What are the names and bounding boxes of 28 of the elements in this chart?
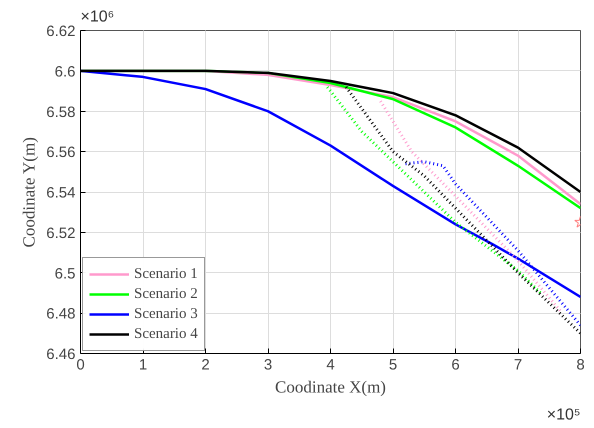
- legend-label: Scenario 1: [134, 265, 198, 283]
- y-axis-title: Coodinate Y(m): [19, 137, 38, 248]
- y-tick-label: 6.48: [46, 306, 76, 323]
- legend-label: Scenario 2: [134, 285, 198, 303]
- x-tick-label: 0: [76, 356, 85, 374]
- y-tick-label: 6.52: [46, 224, 76, 242]
- x-tick-label: 2: [201, 356, 210, 374]
- y-tick-label: 6.6: [54, 63, 76, 80]
- x-tick-label: 6: [451, 356, 460, 374]
- x-axis-title: Coodinate X(m): [275, 378, 386, 396]
- x-tick-label: 5: [388, 356, 398, 374]
- x-tick-label: 7: [514, 356, 522, 374]
- text: ×10⁵: [546, 406, 581, 424]
- x-tick-label: 3: [264, 356, 272, 374]
- x-tick-label: 1: [138, 356, 148, 374]
- y-tick-label: 6.5: [54, 265, 76, 282]
- text: ×10⁶: [80, 8, 114, 26]
- y-tick-label: 6.56: [46, 144, 76, 162]
- line-series: [326, 86, 542, 294]
- line-series: [379, 100, 562, 313]
- x-tick-label: 8: [576, 356, 585, 374]
- y-tick-label: 6.46: [46, 346, 76, 363]
- y-tick-label: 6.58: [46, 104, 76, 121]
- legend-label: Scenario 4: [134, 325, 198, 343]
- x-tick-label: 4: [326, 356, 335, 374]
- y-tick-label: 6.62: [46, 23, 76, 40]
- y-tick-label: 6.54: [46, 184, 76, 202]
- legend-label: Scenario 3: [134, 305, 198, 323]
